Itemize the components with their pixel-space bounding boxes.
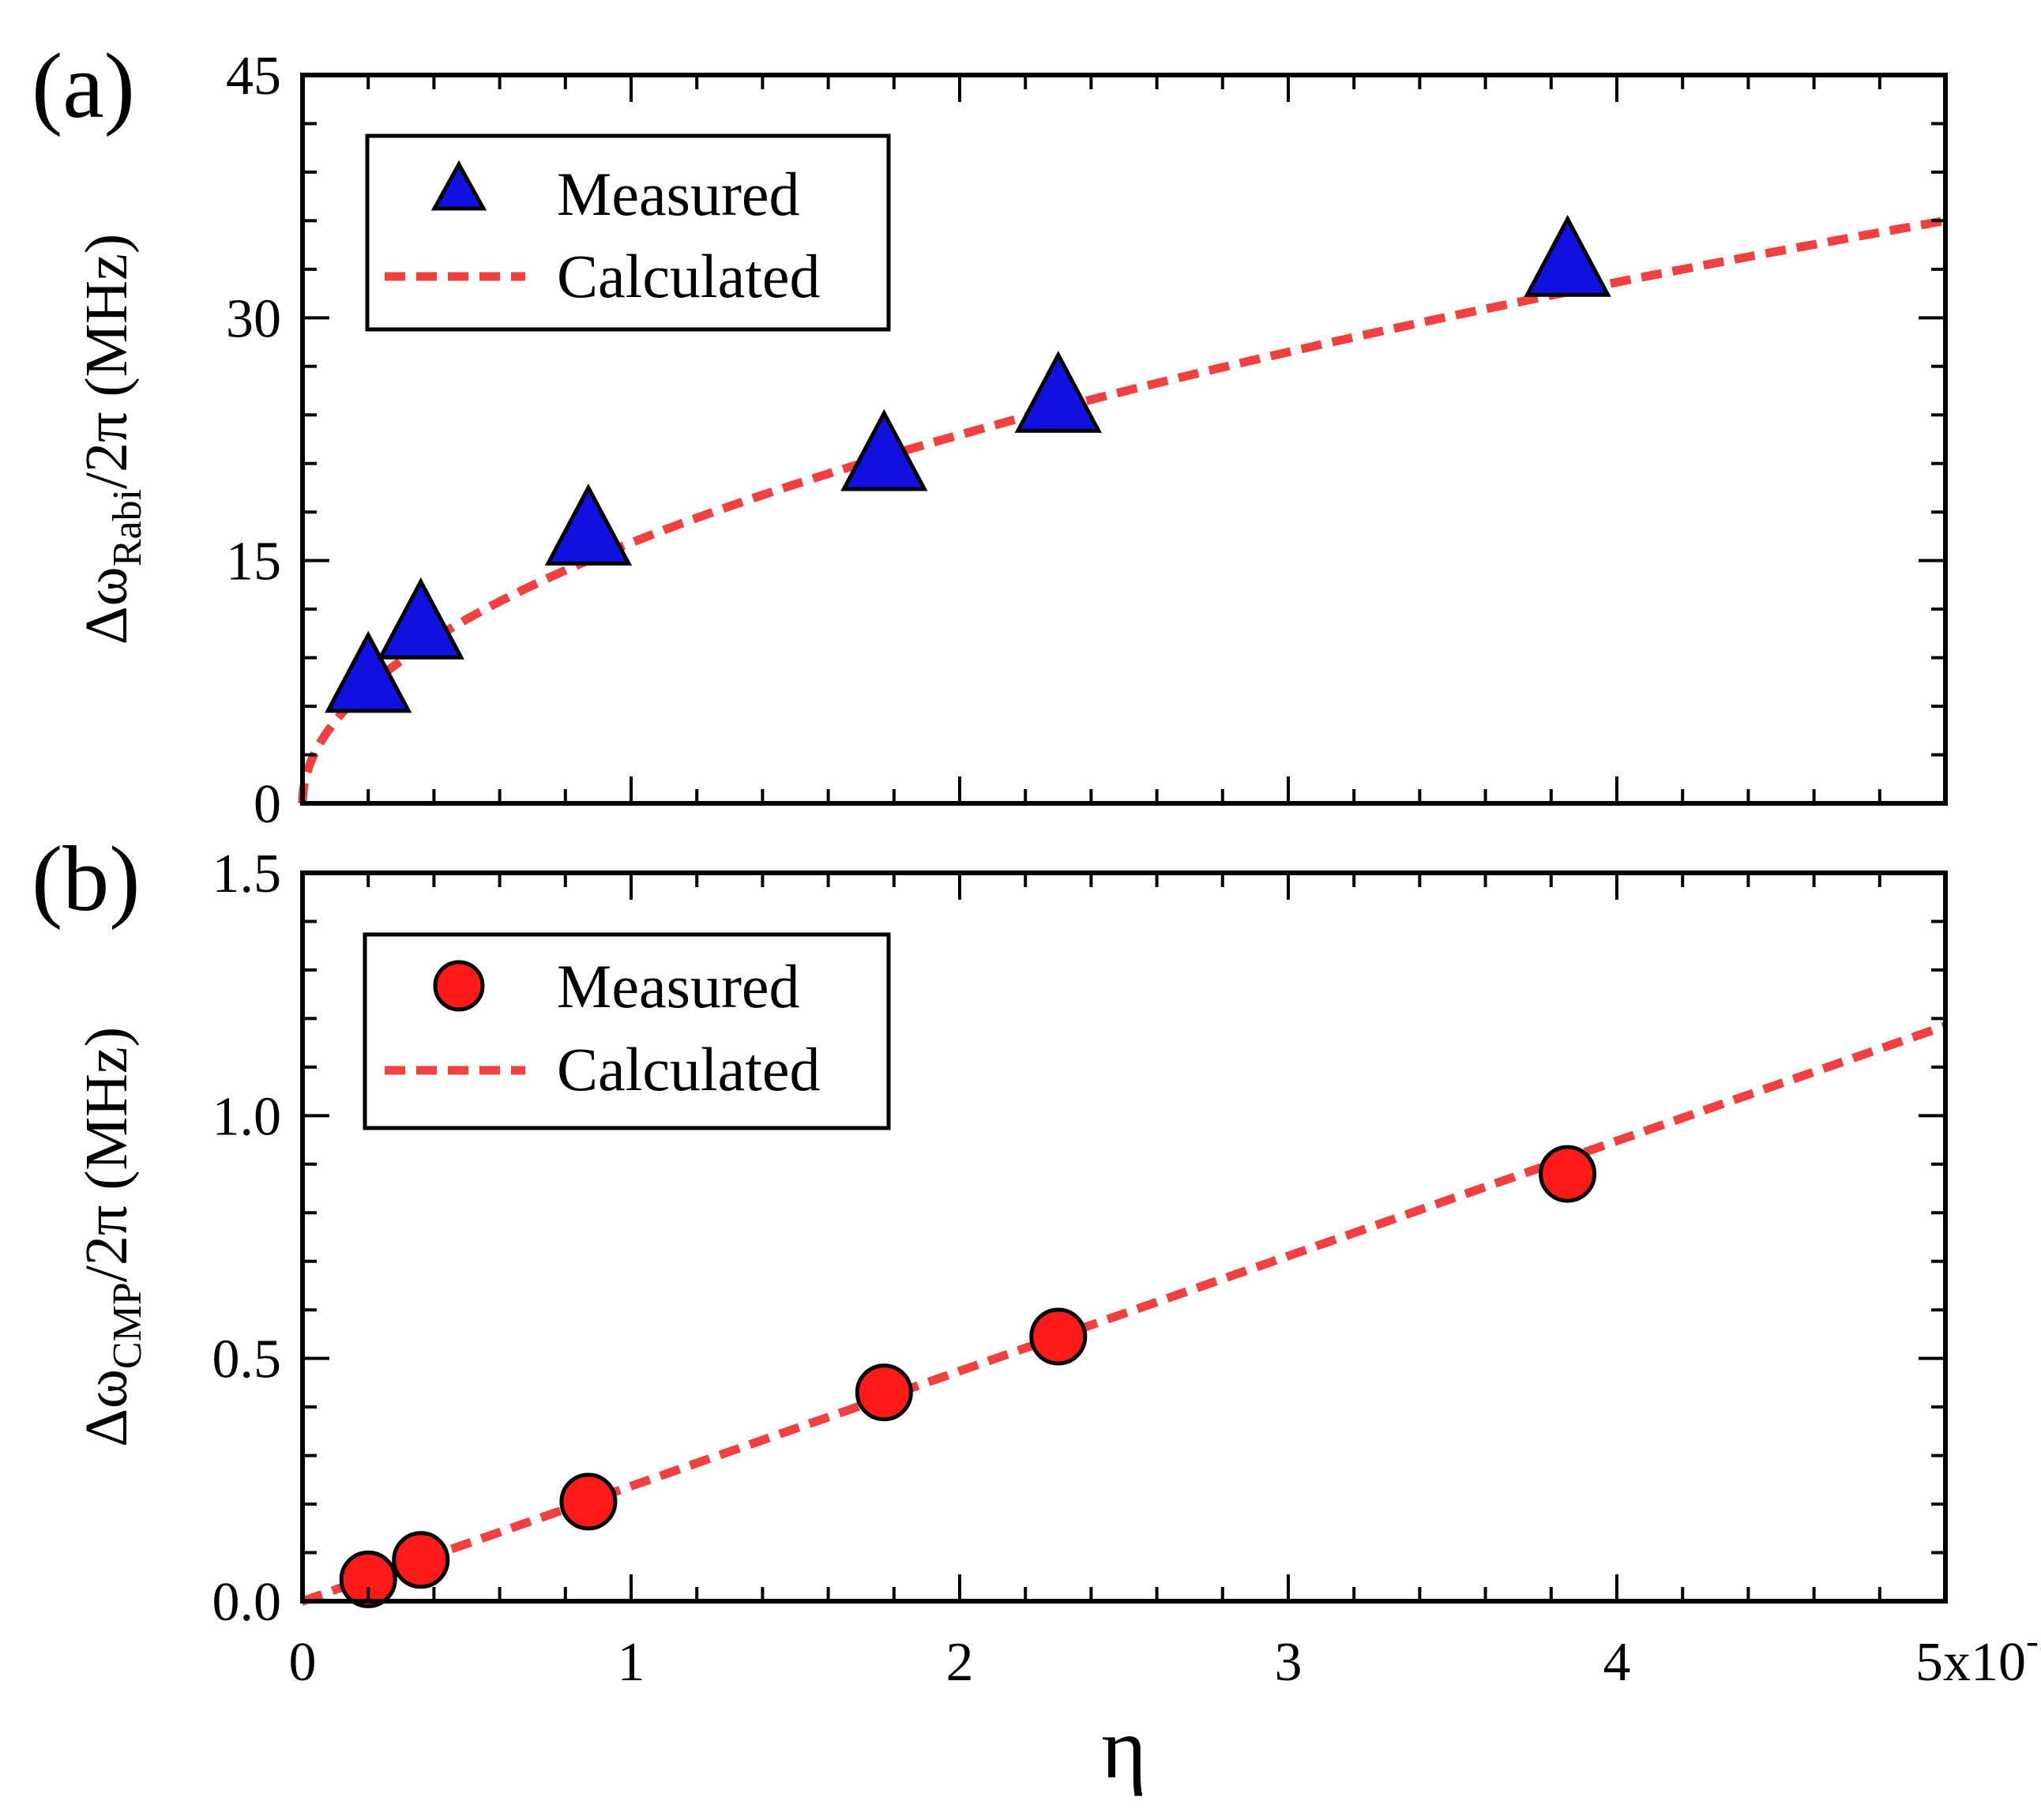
y-axis-title-subscript: CMP (105, 1282, 150, 1369)
x-tick-label: 1 (618, 1632, 645, 1693)
marker-layer (339, 1145, 1597, 1608)
y-tick-label: 15 (226, 532, 281, 592)
y-axis-title: ΔωCMP/2π (MHz) (73, 1027, 150, 1447)
tick-marks (303, 873, 1945, 1601)
x-axis-title: η (1101, 1700, 1147, 1796)
measured-triangle-point (325, 630, 412, 713)
measured-circle-point (855, 1363, 913, 1422)
legend-label-calculated: Calculated (557, 1035, 821, 1104)
x-tick-label: 0 (289, 1632, 317, 1693)
x-tick-label: 4 (1603, 1632, 1631, 1693)
y-tick-label: 0 (254, 774, 281, 835)
legend-box (365, 133, 891, 332)
marker-layer (325, 214, 1611, 713)
x-tick-label: 5x10-5 (1915, 1620, 2041, 1693)
measured-triangle-point (1524, 214, 1611, 297)
measured-circle-point (392, 1531, 450, 1589)
y-tick-label: 1.5 (212, 844, 282, 904)
y-tick-label: 1.0 (212, 1086, 282, 1147)
measured-circle-point (559, 1472, 618, 1531)
plot-frame (300, 73, 1948, 806)
y-tick-labels: 0 15 30 45 (226, 46, 281, 835)
y-tick-label: 45 (226, 46, 281, 107)
x-tick-label: 3 (1275, 1632, 1302, 1693)
measured-triangle-point (544, 483, 633, 566)
measured-circle-point (1029, 1307, 1088, 1366)
y-axis-title-subscript: Rabi (105, 489, 150, 566)
y-tick-label: 0.5 (212, 1329, 282, 1390)
legend-label-measured: Measured (557, 160, 800, 228)
measured-triangle-point (377, 577, 464, 660)
measured-circle-point (1539, 1145, 1597, 1203)
legend-triangle-marker (430, 160, 487, 211)
plot-frame (300, 871, 1948, 1604)
legend-label-measured: Measured (557, 952, 800, 1021)
panel-label-b: (b) (32, 827, 141, 931)
y-tick-labels: 0.0 0.5 1.0 1.5 (212, 844, 282, 1633)
tick-marks (303, 75, 1945, 803)
legend-label-calculated: Calculated (557, 242, 821, 310)
measured-triangle-point (1014, 351, 1102, 433)
legend-box (363, 932, 891, 1130)
panel-label-a: (a) (32, 34, 135, 137)
y-tick-label: 0.0 (212, 1572, 282, 1633)
x-tick-label: 2 (946, 1632, 974, 1693)
panel-b: 0.0 0.5 1.0 1.5 0 1 2 3 4 5x10-5 (b) ΔωCMP/2π (M… (32, 827, 2041, 1796)
measured-triangle-point (840, 408, 928, 491)
measured-circle-point (339, 1550, 397, 1608)
y-tick-label: 30 (226, 288, 281, 349)
y-axis-title-rest: /2π (MHz) (73, 1027, 140, 1282)
y-axis-title: ΔωRabi/2π (MHz) (73, 234, 150, 645)
panel-a: 0 15 30 45 (a) ΔωRabi/2π (MHz) Measured Cal… (32, 34, 1948, 835)
legend: Measured Calculated (363, 932, 891, 1130)
y-axis-title-rest: /2π (MHz) (73, 234, 140, 489)
y-axis-title-main: Δω (73, 1369, 140, 1447)
legend-circle-marker (433, 960, 485, 1012)
x-tick-labels: 0 1 2 3 4 5x10-5 (289, 1620, 2041, 1693)
legend: Measured Calculated (365, 133, 891, 332)
y-axis-title-main: Δω (73, 566, 140, 645)
x-tick-exponent: -5 (2026, 1620, 2041, 1662)
